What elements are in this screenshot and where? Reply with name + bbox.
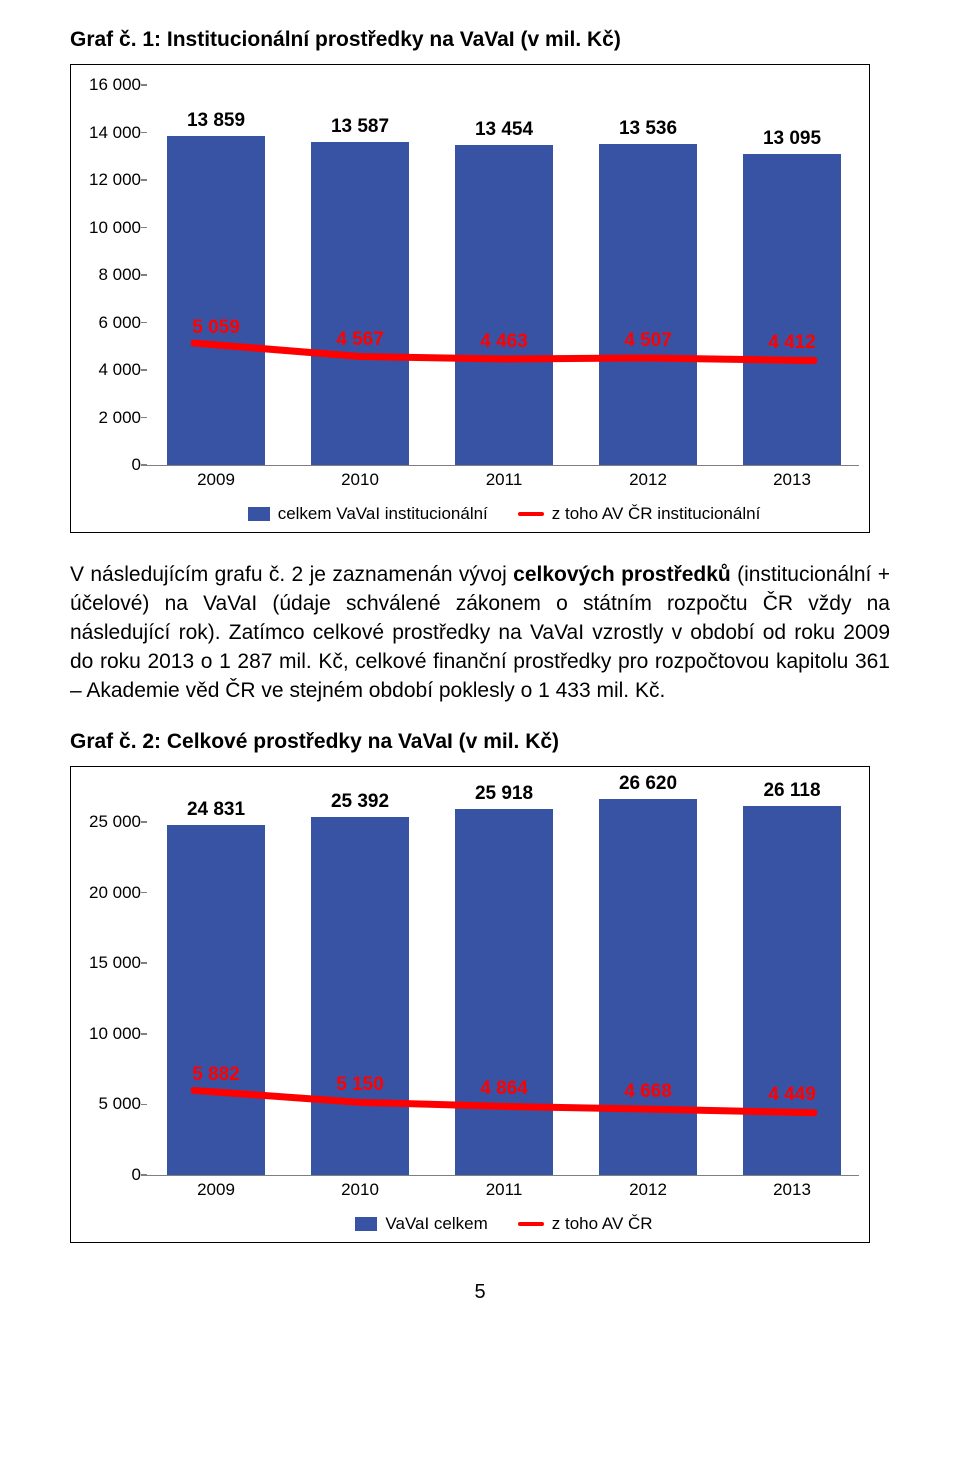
x-tick-label: 2012 [629, 1180, 667, 1200]
bar [455, 809, 553, 1175]
para-text-1: V následujícím grafu č. 2 je zaznamenán … [70, 563, 513, 586]
bar-value-label: 25 918 [475, 783, 533, 805]
x-tick-label: 2012 [629, 470, 667, 490]
y-tick-label: 15 000 [73, 953, 141, 973]
bar-value-label: 24 831 [187, 799, 245, 821]
line-value-label: 4 864 [480, 1078, 528, 1100]
bar-value-label: 13 859 [187, 110, 245, 132]
bar-value-label: 13 095 [763, 128, 821, 150]
chart2-title: Graf č. 2: Celkové prostředky na VaVaI (… [70, 730, 890, 754]
x-tick-label: 2013 [773, 470, 811, 490]
bar [599, 799, 697, 1175]
y-tick-label: 5 000 [73, 1094, 141, 1114]
y-tick-label: 20 000 [73, 883, 141, 903]
x-tick-label: 2009 [197, 470, 235, 490]
legend-swatch-bar [248, 507, 270, 521]
para-bold-1: celkových prostředků [513, 563, 731, 586]
chart1-title: Graf č. 1: Institucionální prostředky na… [70, 28, 890, 52]
page-number: 5 [70, 1281, 890, 1304]
chart1-legend-bar: celkem VaVaI institucionální [248, 504, 488, 524]
line-value-label: 4 507 [624, 330, 672, 352]
bar [743, 806, 841, 1175]
y-tick-label: 12 000 [73, 170, 141, 190]
y-tick-label: 4 000 [73, 360, 141, 380]
chart1-legend: celkem VaVaI institucionální z toho AV Č… [147, 496, 861, 532]
x-tick-label: 2013 [773, 1180, 811, 1200]
bar-value-label: 13 587 [331, 116, 389, 138]
chart2-plot-area: 05 00010 00015 00020 00025 00024 83125 3… [147, 787, 859, 1176]
y-tick-label: 2 000 [73, 408, 141, 428]
bar [455, 145, 553, 465]
line-value-label: 4 668 [624, 1081, 672, 1103]
bar [311, 817, 409, 1175]
chart2-legend-line: z toho AV ČR [518, 1214, 653, 1234]
chart2-legend: VaVaI celkem z toho AV ČR [147, 1206, 861, 1242]
bar-value-label: 13 454 [475, 119, 533, 141]
chart1-legend-line: z toho AV ČR institucionální [518, 504, 761, 524]
y-tick-label: 10 000 [73, 1024, 141, 1044]
line-value-label: 5 882 [192, 1064, 240, 1086]
legend-line-label: z toho AV ČR institucionální [552, 504, 761, 524]
bar-value-label: 13 536 [619, 118, 677, 140]
bar [599, 144, 697, 465]
bar-value-label: 25 392 [331, 791, 389, 813]
line-value-label: 4 412 [768, 332, 816, 354]
bar-value-label: 26 118 [763, 780, 820, 802]
chart1: 0 2 000 4 000 6 000 8 000 10 000 12 000 14 000 1… [70, 64, 870, 533]
y-tick-label: 25 000 [73, 812, 141, 832]
line-value-label: 5 059 [192, 317, 240, 339]
bar-value-label: 26 620 [619, 773, 677, 795]
y-tick-label: 0 [73, 455, 141, 475]
chart1-plot-area: 02 0004 0006 0008 00010 00012 00014 0001… [147, 85, 859, 466]
chart2: 0 5 000 10 000 15 000 20 000 25 000 24 831 25 3… [70, 766, 870, 1243]
y-tick-label: 16 000 [73, 75, 141, 95]
line-value-label: 4 567 [336, 329, 384, 351]
y-tick-label: 14 000 [73, 123, 141, 143]
x-tick-label: 2010 [341, 470, 379, 490]
y-tick-label: 0 [73, 1165, 141, 1185]
chart1-x-axis: 2009 2010 2011 2012 2013 [147, 466, 859, 496]
y-tick-label: 8 000 [73, 265, 141, 285]
x-tick-label: 2009 [197, 1180, 235, 1200]
legend-swatch-line [518, 512, 544, 516]
y-tick-label: 6 000 [73, 313, 141, 333]
legend-swatch-bar [355, 1217, 377, 1231]
legend-bar-label: VaVaI celkem [385, 1214, 487, 1234]
legend-swatch-line [518, 1222, 544, 1226]
chart2-legend-bar: VaVaI celkem [355, 1214, 487, 1234]
x-tick-label: 2011 [486, 470, 523, 490]
bar [167, 825, 265, 1175]
x-tick-label: 2010 [341, 1180, 379, 1200]
document-page: Graf č. 1: Institucionální prostředky na… [0, 0, 960, 1344]
bar [311, 142, 409, 465]
line-value-label: 4 449 [768, 1084, 816, 1106]
bar [743, 154, 841, 465]
y-tick-label: 10 000 [73, 218, 141, 238]
legend-bar-label: celkem VaVaI institucionální [278, 504, 488, 524]
body-paragraph: V následujícím grafu č. 2 je zaznamenán … [70, 561, 890, 706]
x-tick-label: 2011 [486, 1180, 523, 1200]
legend-line-label: z toho AV ČR [552, 1214, 653, 1234]
chart2-x-axis: 2009 2010 2011 2012 2013 [147, 1176, 859, 1206]
bar [167, 136, 265, 465]
line-value-label: 5 150 [336, 1074, 384, 1096]
line-value-label: 4 463 [480, 331, 528, 353]
